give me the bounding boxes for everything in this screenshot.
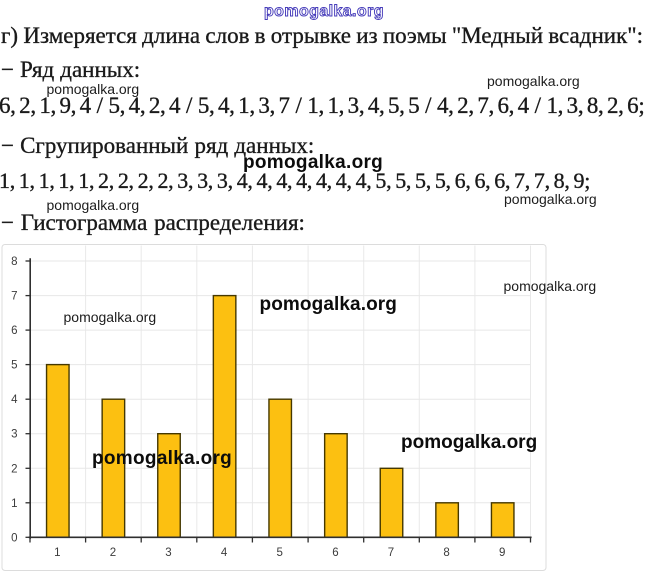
- svg-text:8: 8: [443, 547, 449, 559]
- svg-text:8: 8: [11, 256, 17, 268]
- svg-text:3: 3: [165, 547, 171, 559]
- svg-text:7: 7: [388, 547, 394, 559]
- svg-text:6: 6: [11, 325, 17, 337]
- svg-text:1: 1: [11, 498, 17, 510]
- svg-text:5: 5: [11, 360, 17, 372]
- svg-text:4: 4: [221, 547, 228, 559]
- svg-text:1: 1: [54, 547, 60, 559]
- svg-text:9: 9: [499, 547, 505, 559]
- svg-text:3: 3: [11, 429, 17, 441]
- svg-text:5: 5: [276, 547, 282, 559]
- svg-text:7: 7: [11, 291, 17, 303]
- svg-text:0: 0: [11, 532, 17, 544]
- svg-text:2: 2: [110, 547, 116, 559]
- svg-text:6: 6: [332, 547, 338, 559]
- svg-text:4: 4: [11, 394, 18, 406]
- svg-text:2: 2: [11, 463, 17, 475]
